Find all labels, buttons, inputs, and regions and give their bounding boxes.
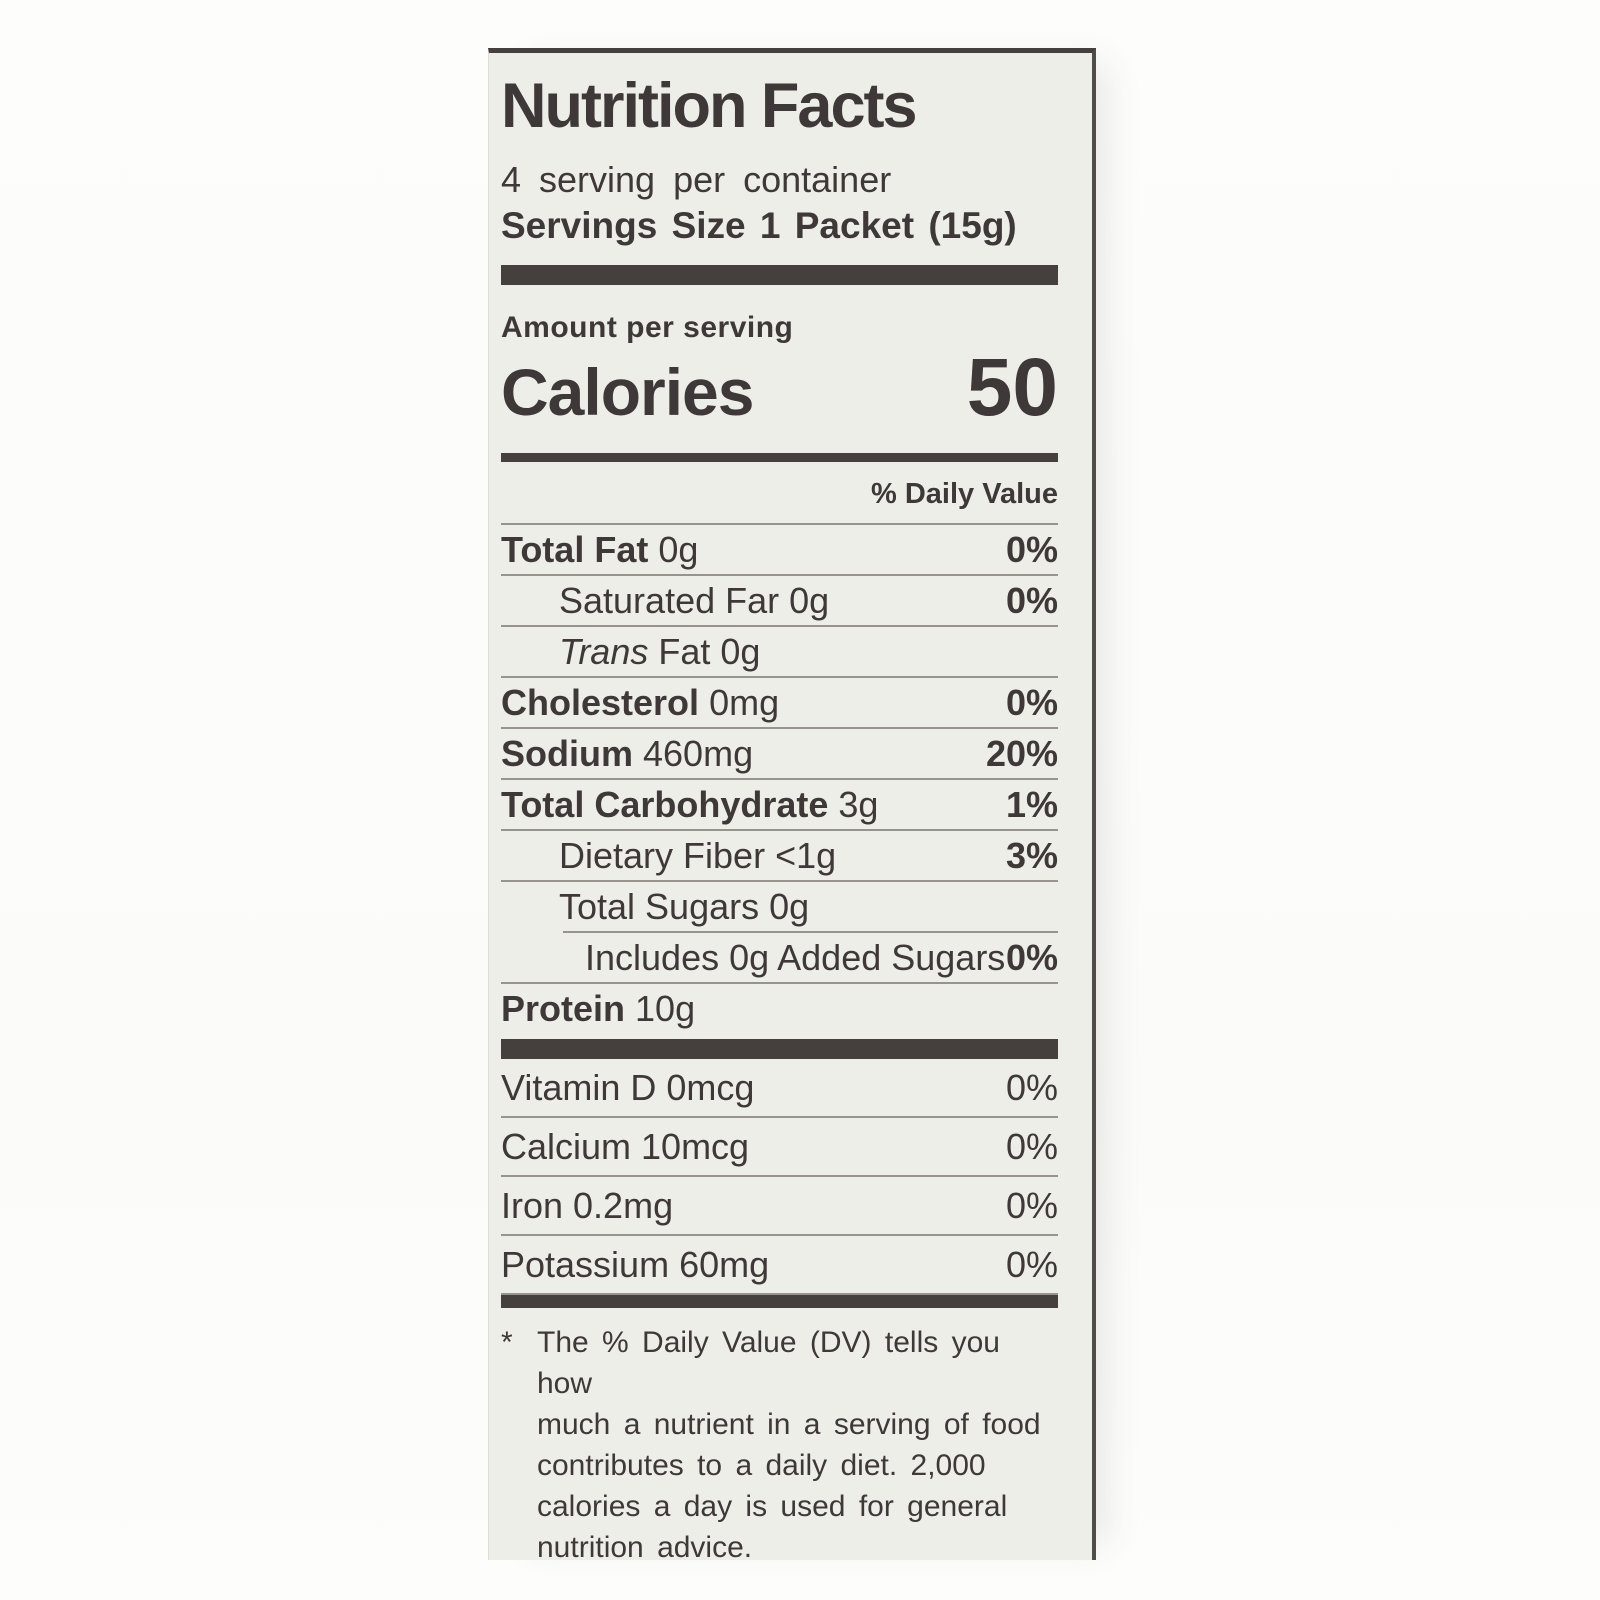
nutrient-dv: 20% — [985, 733, 1058, 774]
nutrient-amount: 460mg — [643, 733, 754, 774]
nutrient-amount: 10g — [635, 988, 696, 1029]
footnote-line: contributes to a daily diet. 2,000 — [537, 1449, 986, 1482]
label-title: Nutrition Facts — [501, 71, 918, 141]
nutrient-row-trans-fat: Trans Fat 0g — [501, 627, 1058, 678]
footnote-line: The % Daily Value (DV) tells you how — [537, 1326, 1000, 1400]
nutrient-dv: 0% — [1005, 682, 1058, 723]
thin-divider-footnote — [501, 1295, 1058, 1308]
footnote: * The % Daily Value (DV) tells you how m… — [501, 1308, 1058, 1560]
micronutrient-dv: 0% — [1005, 1067, 1058, 1108]
nutrient-row-sodium: Sodium 460mg 20% — [501, 729, 1058, 780]
nutrient-row-added-sugars: Includes 0g Added Sugars 0% — [501, 933, 1058, 984]
thick-divider-top — [501, 265, 1058, 285]
nutrient-amount: <1g — [775, 835, 837, 876]
micronutrient-name: Vitamin D 0mcg — [501, 1067, 755, 1108]
nutrient-amount: 0g — [789, 580, 830, 621]
nutrient-dv: 0% — [1005, 937, 1058, 978]
nutrient-dv: 1% — [1005, 784, 1058, 825]
thick-divider-protein — [501, 1039, 1058, 1059]
micronutrient-dv: 0% — [1005, 1185, 1058, 1226]
nutrient-dv: 0% — [1005, 529, 1058, 570]
micronutrient-row-potassium: Potassium 60mg 0% — [501, 1236, 1058, 1295]
daily-value-header: % Daily Value — [501, 462, 1058, 525]
micronutrient-dv: 0% — [1005, 1126, 1058, 1167]
calories-label: Calories — [501, 355, 754, 429]
nutrient-dv: 0% — [1005, 580, 1058, 621]
nutrient-name: Total Carbohydrate 3g — [501, 784, 879, 825]
serving-size: Servings Size 1 Packet (15g) — [501, 205, 1017, 246]
nutrient-row-total-carbohydrate: Total Carbohydrate 3g 1% — [501, 780, 1058, 831]
footnote-text: The % Daily Value (DV) tells you how muc… — [537, 1322, 1058, 1560]
micronutrient-name: Iron 0.2mg — [501, 1185, 674, 1226]
calories-value: 50 — [966, 342, 1058, 433]
nutrient-name: Saturated Far 0g — [559, 580, 830, 621]
micronutrient-row-calcium: Calcium 10mcg 0% — [501, 1118, 1058, 1177]
nutrient-row-cholesterol: Cholesterol 0mg 0% — [501, 678, 1058, 729]
servings-per-container: 4 serving per container — [501, 159, 892, 200]
footnote-line: nutrition advice. — [537, 1531, 753, 1560]
footnote-line: much a nutrient in a serving of food — [537, 1408, 1041, 1441]
nutrient-name: Includes 0g Added Sugars — [585, 937, 1006, 978]
calories-row: Calories 50 — [501, 347, 1058, 433]
nutrient-row-saturated-fat: Saturated Far 0g 0% — [501, 576, 1058, 627]
nutrient-row-total-fat: Total Fat 0g 0% — [501, 525, 1058, 576]
nutrient-amount: 0g — [658, 529, 699, 570]
nutrient-row-protein: Protein 10g — [501, 984, 1058, 1033]
nutrient-amount: Fat 0g — [658, 631, 761, 672]
micronutrient-row-vitamin-d: Vitamin D 0mcg 0% — [501, 1059, 1058, 1118]
amount-per-serving-label: Amount per serving — [501, 311, 794, 344]
footnote-asterisk: * — [501, 1326, 513, 1359]
medium-divider-calories — [501, 453, 1058, 462]
nutrient-amount: 0g — [769, 886, 810, 927]
nutrient-row-dietary-fiber: Dietary Fiber <1g 3% — [501, 831, 1058, 882]
nutrient-dv: 3% — [1005, 835, 1058, 876]
nutrient-name: Sodium 460mg — [501, 733, 754, 774]
nutrient-name: Trans Fat 0g — [559, 631, 761, 672]
nutrient-row-total-sugars: Total Sugars 0g — [501, 882, 1058, 931]
nutrient-name: Total Sugars 0g — [559, 886, 810, 927]
micronutrient-row-iron: Iron 0.2mg 0% — [501, 1177, 1058, 1236]
nutrient-amount: 3g — [838, 784, 879, 825]
micronutrient-name: Potassium 60mg — [501, 1244, 770, 1285]
nutrition-facts-label: Nutrition Facts 4 serving per container … — [488, 48, 1096, 1560]
footnote-line: calories a day is used for general — [537, 1490, 1008, 1523]
nutrient-name: Dietary Fiber <1g — [559, 835, 837, 876]
nutrient-amount: 0mg — [709, 682, 780, 723]
nutrient-name: Cholesterol 0mg — [501, 682, 780, 723]
indented-divider — [563, 931, 1058, 933]
micronutrient-name: Calcium 10mcg — [501, 1126, 750, 1167]
micronutrient-dv: 0% — [1005, 1244, 1058, 1285]
nutrient-name: Protein 10g — [501, 988, 696, 1029]
nutrient-name: Total Fat 0g — [501, 529, 699, 570]
